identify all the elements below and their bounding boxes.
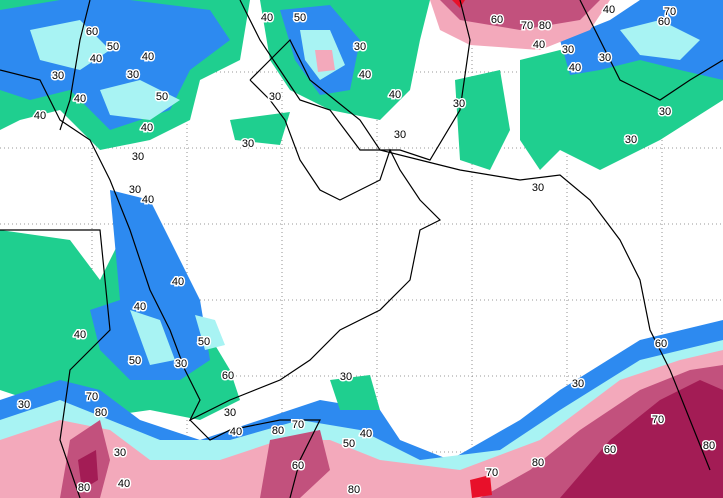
contour-label: 30 — [114, 447, 126, 459]
contour-label: 40 — [90, 53, 102, 65]
contour-label: 30 — [562, 44, 574, 56]
contour-label: 30 — [269, 91, 281, 103]
contour-label: 40 — [359, 69, 371, 81]
contour-label: 70 — [652, 414, 664, 426]
contour-label: 30 — [532, 182, 544, 194]
contour-label: 30 — [599, 52, 611, 64]
contour-label: 80 — [703, 440, 715, 452]
contour-label: 30 — [18, 399, 30, 411]
contour-label: 70 — [292, 419, 304, 431]
contour-label: 30 — [129, 184, 141, 196]
contour-label: 80 — [95, 407, 107, 419]
contour-label: 80 — [532, 457, 544, 469]
contour-label: 80 — [78, 482, 90, 494]
contour-label: 60 — [86, 26, 98, 38]
contour-label: 50 — [156, 91, 168, 103]
contour-label: 40 — [74, 329, 86, 341]
contour-label: 40 — [172, 276, 184, 288]
contour-label: 40 — [142, 51, 154, 63]
contour-label: 40 — [118, 478, 130, 490]
contour-label: 30 — [175, 358, 187, 370]
contour-label: 40 — [74, 93, 86, 105]
contour-label: 60 — [655, 338, 667, 350]
contour-label: 70 — [86, 391, 98, 403]
contour-label: 30 — [625, 134, 637, 146]
contour-label: 40 — [389, 89, 401, 101]
contour-label: 50 — [198, 336, 210, 348]
contour-label: 80 — [348, 484, 360, 496]
contour-label: 30 — [394, 129, 406, 141]
contour-label: 30 — [242, 138, 254, 150]
contour-label: 40 — [134, 301, 146, 313]
contour-label: 40 — [261, 12, 273, 24]
contour-label: 40 — [142, 194, 154, 206]
contour-label: 70 — [664, 6, 676, 18]
contour-label: 30 — [354, 41, 366, 53]
contour-label: 40 — [230, 426, 242, 438]
contour-label: 30 — [127, 69, 139, 81]
contour-label: 70 — [486, 467, 498, 479]
contour-label: 40 — [569, 62, 581, 74]
contour-label: 40 — [533, 39, 545, 51]
contour-label: 30 — [340, 371, 352, 383]
contour-label: 60 — [222, 370, 234, 382]
contour-label: 50 — [129, 355, 141, 367]
contour-label: 30 — [132, 151, 144, 163]
contour-label: 40 — [360, 428, 372, 440]
contour-label: 60 — [658, 16, 670, 28]
contour-label: 60 — [491, 14, 503, 26]
contour-label: 40 — [141, 122, 153, 134]
contour-label: 60 — [292, 460, 304, 472]
contour-label: 50 — [294, 12, 306, 24]
contour-label: 50 — [343, 438, 355, 450]
contour-label: 30 — [52, 70, 64, 82]
contour-label: 30 — [659, 106, 671, 118]
contour-label: 50 — [107, 41, 119, 53]
contour-label: 40 — [34, 110, 46, 122]
contour-label: 70 — [521, 20, 533, 32]
contour-label: 30 — [572, 378, 584, 390]
contour-label: 80 — [272, 425, 284, 437]
contour-label: 30 — [224, 407, 236, 419]
contour-label: 40 — [603, 4, 615, 16]
contour-label: 60 — [604, 444, 616, 456]
contour-label: 80 — [539, 20, 551, 32]
contour-label: 30 — [453, 98, 465, 110]
